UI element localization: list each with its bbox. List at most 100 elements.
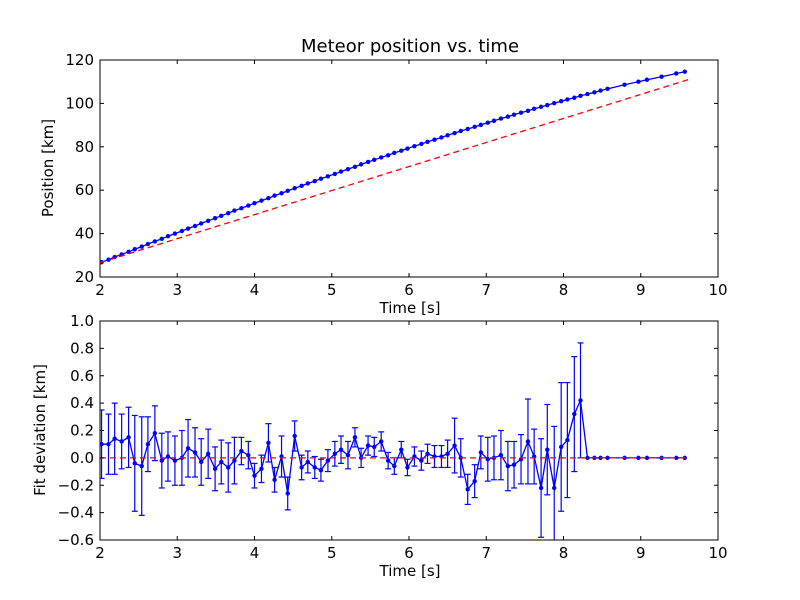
data-point <box>272 193 277 198</box>
data-point <box>325 174 331 179</box>
data-point <box>232 458 237 463</box>
data-point <box>198 221 204 226</box>
data-point <box>192 450 198 455</box>
y-tick-label: 120 <box>65 51 94 69</box>
y-axis-label: Fit deviation [km] <box>31 364 49 496</box>
data-point <box>538 104 544 110</box>
data-point <box>378 439 384 444</box>
data-point <box>266 196 271 201</box>
data-point <box>246 203 251 208</box>
x-tick-label: 2 <box>95 281 105 299</box>
x-tick-label: 2 <box>95 544 105 562</box>
data-point <box>445 133 450 138</box>
data-point <box>246 452 251 458</box>
data-point <box>498 452 504 458</box>
data-point <box>465 126 470 132</box>
data-point <box>558 99 564 104</box>
data-point <box>372 157 377 163</box>
y-tick-label: 0.2 <box>70 422 94 440</box>
x-axis-label: Time [s] <box>379 562 441 580</box>
tick-group: 2 3 4 5 6 7 8 9 10 −0.6 −0.4 −0.2 0.0 0.2 0.4 0.6 0.8 1.0 <box>58 312 728 562</box>
x-tick-label: 3 <box>172 281 182 299</box>
data-point <box>212 215 218 221</box>
data-point <box>525 108 531 113</box>
data-point <box>478 450 484 455</box>
data-point <box>518 110 524 115</box>
data-point <box>605 86 610 92</box>
y-tick-label: 0.6 <box>70 367 94 385</box>
data-point <box>565 97 570 102</box>
data-point <box>392 150 397 156</box>
data-point <box>119 439 124 444</box>
y-tick-label: −0.6 <box>58 531 94 549</box>
data-point <box>272 477 277 482</box>
data-point <box>432 137 437 142</box>
data-point <box>106 441 111 447</box>
data-point <box>565 437 570 443</box>
data-point <box>112 436 117 441</box>
data-point <box>358 162 364 167</box>
data-point <box>232 208 237 213</box>
data-point <box>545 447 550 452</box>
data-series-group <box>100 342 689 540</box>
data-point <box>585 455 590 461</box>
y-tick-label: 0.8 <box>70 339 94 357</box>
data-point <box>172 231 178 236</box>
data-point <box>266 440 271 446</box>
data-point <box>172 458 178 463</box>
data-point <box>299 465 304 470</box>
data-point <box>318 176 324 181</box>
data-point <box>425 451 430 456</box>
data-point <box>312 465 317 470</box>
data-point <box>572 95 577 100</box>
data-point <box>219 213 224 219</box>
data-point <box>205 451 211 456</box>
data-point <box>365 443 371 448</box>
data-point <box>674 455 679 461</box>
data-point <box>252 201 257 206</box>
data-point <box>485 120 490 125</box>
data-point <box>332 451 338 456</box>
data-point <box>674 71 679 76</box>
data-point <box>292 186 297 191</box>
data-point <box>385 458 391 463</box>
data-point <box>239 448 244 454</box>
data-point <box>285 491 290 496</box>
data-point <box>399 447 404 452</box>
data-point <box>405 465 410 470</box>
y-tick-label: 1.0 <box>70 312 94 330</box>
data-point <box>345 452 351 458</box>
x-tick-label: 8 <box>559 281 569 299</box>
data-point <box>212 466 218 472</box>
data-point <box>292 433 297 439</box>
data-point <box>279 191 284 196</box>
data-point <box>185 226 191 231</box>
data-point <box>458 128 463 134</box>
data-point <box>205 218 211 223</box>
data-point <box>332 171 338 177</box>
data-point <box>305 181 311 186</box>
data-point <box>682 69 687 74</box>
data-point <box>165 454 171 459</box>
data-point <box>385 153 391 158</box>
data-point <box>226 211 231 216</box>
y-tick-label: 60 <box>75 181 94 199</box>
data-point <box>472 124 477 130</box>
y-axis-label: Position [km] <box>39 119 57 217</box>
x-tick-label: 3 <box>172 544 182 562</box>
data-point <box>545 102 550 108</box>
data-point <box>558 444 564 450</box>
data-point <box>472 478 477 484</box>
data-point <box>636 455 641 461</box>
data-point <box>152 239 158 244</box>
data-point <box>636 79 641 84</box>
data-point <box>132 247 137 252</box>
data-point <box>132 461 137 466</box>
data-point <box>259 466 264 472</box>
data-point <box>192 223 198 229</box>
data-point <box>505 114 511 119</box>
data-point <box>259 198 264 203</box>
position-chart: Meteor position vs. time 2 3 4 5 6 7 8 9 10 20 40 6… <box>39 36 728 317</box>
data-series-group <box>100 69 689 265</box>
data-point <box>152 431 158 436</box>
